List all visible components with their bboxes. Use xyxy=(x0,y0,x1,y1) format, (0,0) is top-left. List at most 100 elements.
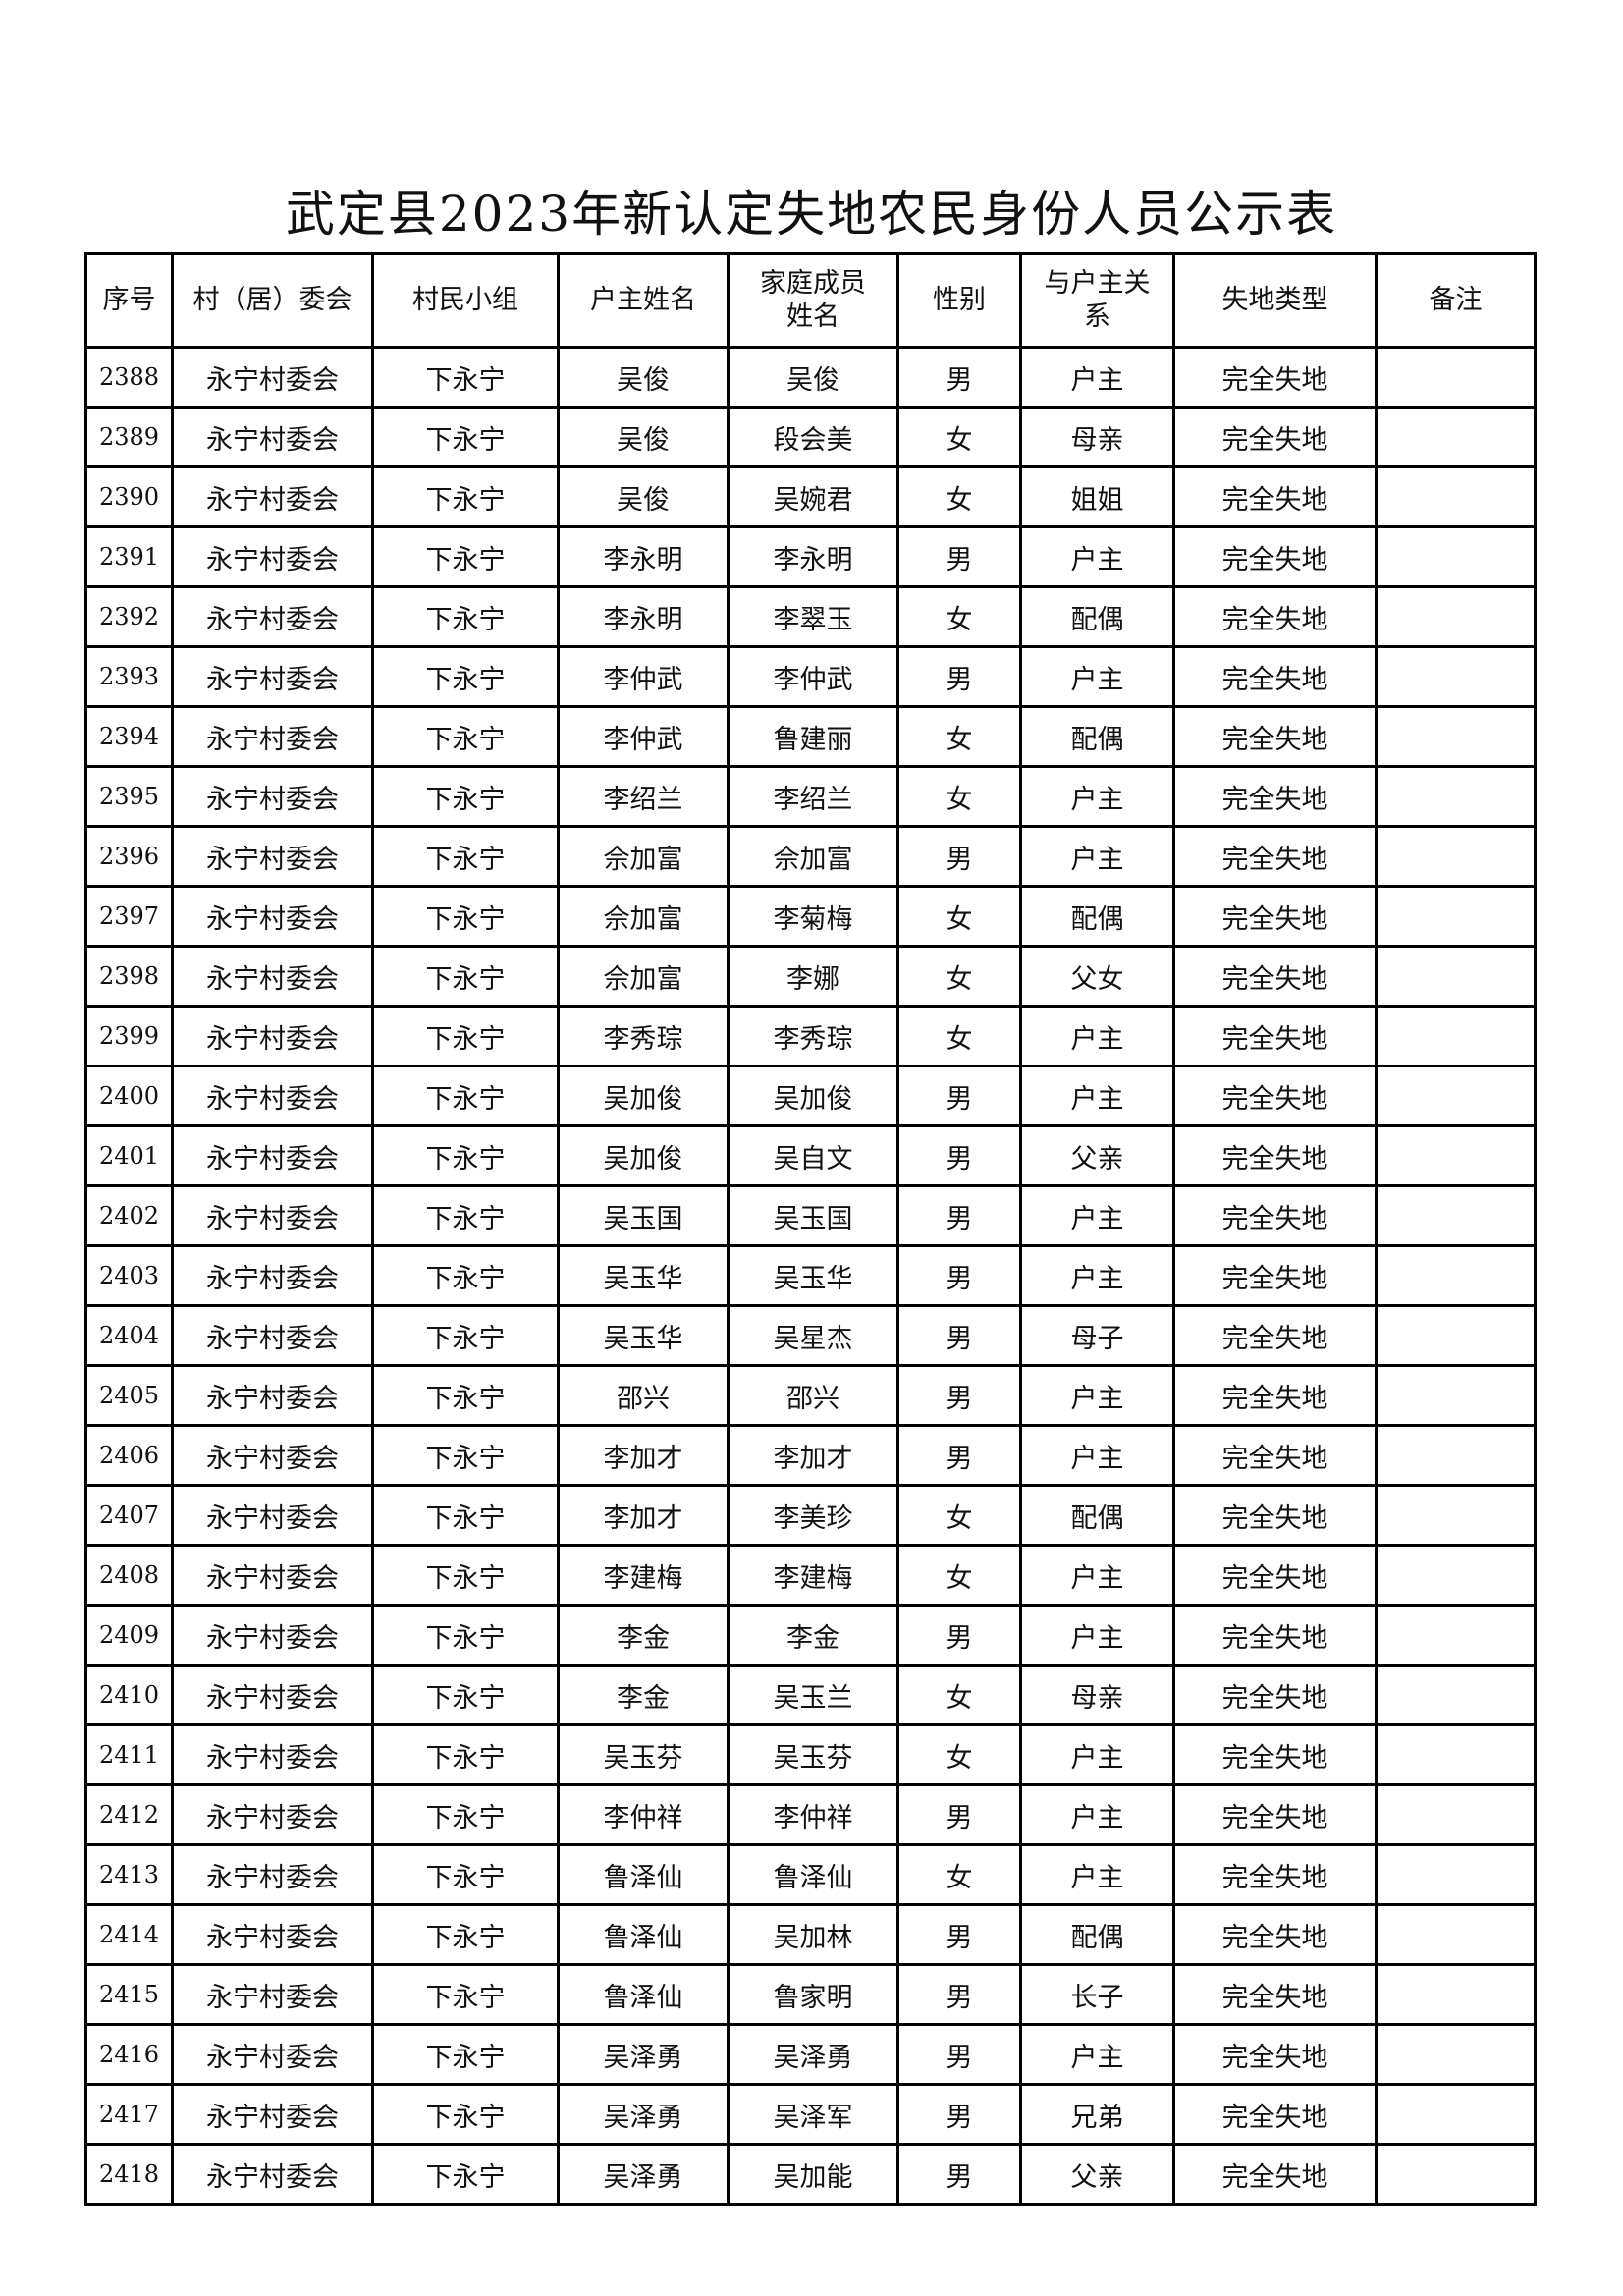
cell-remarks xyxy=(1375,1184,1537,1247)
cell-householder-name: 吴俊 xyxy=(557,465,730,528)
cell-householder-name: 李建梅 xyxy=(557,1544,730,1607)
table-row: 2409 永宁村委会 下永宁 李金 李金男户主 完全失地 xyxy=(84,1604,1537,1667)
cell-index: 2414 xyxy=(84,1903,174,1966)
table-row: 2393 永宁村委会 下永宁 李仲武 李仲武男户主 完全失地 xyxy=(84,645,1537,708)
roster-table: 序号 村（居）委会 村民小组 户主姓名 家庭成员姓名 性别 与户主关系 失地类型… xyxy=(84,252,1537,2206)
cell-land-loss-type: 完全失地 xyxy=(1172,645,1378,708)
cell-remarks xyxy=(1375,1244,1537,1307)
table-row: 2398 永宁村委会 下永宁 佘加富 李娜女父女 完全失地 xyxy=(84,945,1537,1008)
cell-villager-group: 下永宁 xyxy=(371,1005,560,1067)
table-row: 2390 永宁村委会 下永宁 吴俊 吴婉君女姐姐 完全失地 xyxy=(84,465,1537,528)
cell-land-loss-type: 完全失地 xyxy=(1172,1304,1378,1367)
cell-relation: 户主 xyxy=(1019,346,1175,409)
cell-gender: 男 xyxy=(896,1364,1022,1427)
cell-village-committee: 永宁村委会 xyxy=(171,885,374,948)
cell-remarks xyxy=(1375,1005,1537,1067)
cell-householder-name: 李仲祥 xyxy=(557,1783,730,1846)
cell-villager-group: 下永宁 xyxy=(371,1424,560,1487)
cell-villager-group: 下永宁 xyxy=(371,525,560,588)
cell-relation: 户主 xyxy=(1019,1843,1175,1906)
cell-land-loss-type: 完全失地 xyxy=(1172,1664,1378,1726)
table-row: 2399 永宁村委会 下永宁 李秀琮 李秀琮女户主 完全失地 xyxy=(84,1005,1537,1067)
cell-village-committee: 永宁村委会 xyxy=(171,2083,374,2146)
cell-remarks xyxy=(1375,1604,1537,1667)
cell-gender: 男 xyxy=(896,1963,1022,2026)
cell-remarks xyxy=(1375,705,1537,768)
cell-index: 2408 xyxy=(84,1544,174,1607)
cell-villager-group: 下永宁 xyxy=(371,406,560,468)
cell-gender: 男 xyxy=(896,1065,1022,1127)
cell-villager-group: 下永宁 xyxy=(371,1604,560,1667)
cell-relation: 户主 xyxy=(1019,525,1175,588)
cell-village-committee: 永宁村委会 xyxy=(171,705,374,768)
cell-villager-group: 下永宁 xyxy=(371,1484,560,1547)
header-village-committee: 村（居）委会 xyxy=(171,252,374,349)
cell-villager-group: 下永宁 xyxy=(371,1544,560,1607)
cell-gender: 男 xyxy=(896,1783,1022,1846)
cell-remarks xyxy=(1375,1843,1537,1906)
cell-villager-group: 下永宁 xyxy=(371,2023,560,2086)
cell-index: 2388 xyxy=(84,346,174,409)
cell-member-name: 段会美 xyxy=(727,406,899,468)
cell-land-loss-type: 完全失地 xyxy=(1172,1963,1378,2026)
cell-gender: 男 xyxy=(896,645,1022,708)
cell-land-loss-type: 完全失地 xyxy=(1172,705,1378,768)
cell-remarks xyxy=(1375,945,1537,1008)
cell-village-committee: 永宁村委会 xyxy=(171,1903,374,1966)
cell-villager-group: 下永宁 xyxy=(371,945,560,1008)
cell-villager-group: 下永宁 xyxy=(371,1364,560,1427)
table-row: 2403 永宁村委会 下永宁 吴玉华 吴玉华男户主 完全失地 xyxy=(84,1244,1537,1307)
table-row: 2392 永宁村委会 下永宁 李永明 李翠玉女配偶 完全失地 xyxy=(84,585,1537,648)
cell-relation: 兄弟 xyxy=(1019,2083,1175,2146)
cell-gender: 男 xyxy=(896,1424,1022,1487)
cell-gender: 女 xyxy=(896,406,1022,468)
cell-land-loss-type: 完全失地 xyxy=(1172,1783,1378,1846)
cell-relation: 户主 xyxy=(1019,1244,1175,1307)
table-row: 2417 永宁村委会 下永宁 吴泽勇 吴泽军男兄弟 完全失地 xyxy=(84,2083,1537,2146)
cell-index: 2411 xyxy=(84,1723,174,1786)
cell-gender: 女 xyxy=(896,885,1022,948)
table-row: 2412 永宁村委会 下永宁 李仲祥 李仲祥男户主 完全失地 xyxy=(84,1783,1537,1846)
cell-land-loss-type: 完全失地 xyxy=(1172,346,1378,409)
cell-villager-group: 下永宁 xyxy=(371,1304,560,1367)
cell-relation: 父亲 xyxy=(1019,1124,1175,1187)
cell-index: 2392 xyxy=(84,585,174,648)
cell-villager-group: 下永宁 xyxy=(371,2143,560,2206)
cell-villager-group: 下永宁 xyxy=(371,705,560,768)
cell-land-loss-type: 完全失地 xyxy=(1172,1484,1378,1547)
cell-remarks xyxy=(1375,885,1537,948)
cell-householder-name: 吴玉华 xyxy=(557,1304,730,1367)
cell-member-name: 李娜 xyxy=(727,945,899,1008)
cell-householder-name: 吴俊 xyxy=(557,346,730,409)
cell-relation: 户主 xyxy=(1019,825,1175,888)
cell-member-name: 李金 xyxy=(727,1604,899,1667)
cell-index: 2405 xyxy=(84,1364,174,1427)
cell-index: 2409 xyxy=(84,1604,174,1667)
cell-relation: 户主 xyxy=(1019,1783,1175,1846)
cell-index: 2394 xyxy=(84,705,174,768)
cell-village-committee: 永宁村委会 xyxy=(171,1723,374,1786)
cell-gender: 男 xyxy=(896,2023,1022,2086)
cell-index: 2395 xyxy=(84,765,174,828)
cell-index: 2403 xyxy=(84,1244,174,1307)
cell-land-loss-type: 完全失地 xyxy=(1172,525,1378,588)
cell-villager-group: 下永宁 xyxy=(371,1664,560,1726)
cell-remarks xyxy=(1375,346,1537,409)
cell-householder-name: 李金 xyxy=(557,1604,730,1667)
cell-index: 2391 xyxy=(84,525,174,588)
cell-land-loss-type: 完全失地 xyxy=(1172,585,1378,648)
cell-remarks xyxy=(1375,525,1537,588)
cell-village-committee: 永宁村委会 xyxy=(171,585,374,648)
cell-villager-group: 下永宁 xyxy=(371,885,560,948)
cell-land-loss-type: 完全失地 xyxy=(1172,465,1378,528)
cell-index: 2416 xyxy=(84,2023,174,2086)
cell-member-name: 吴泽勇 xyxy=(727,2023,899,2086)
cell-householder-name: 吴泽勇 xyxy=(557,2083,730,2146)
cell-householder-name: 吴玉芬 xyxy=(557,1723,730,1786)
cell-remarks xyxy=(1375,1364,1537,1427)
cell-index: 2396 xyxy=(84,825,174,888)
cell-gender: 女 xyxy=(896,765,1022,828)
cell-land-loss-type: 完全失地 xyxy=(1172,1124,1378,1187)
cell-relation: 户主 xyxy=(1019,765,1175,828)
header-row: 序号 村（居）委会 村民小组 户主姓名 家庭成员姓名 性别 与户主关系 失地类型… xyxy=(84,252,1537,349)
